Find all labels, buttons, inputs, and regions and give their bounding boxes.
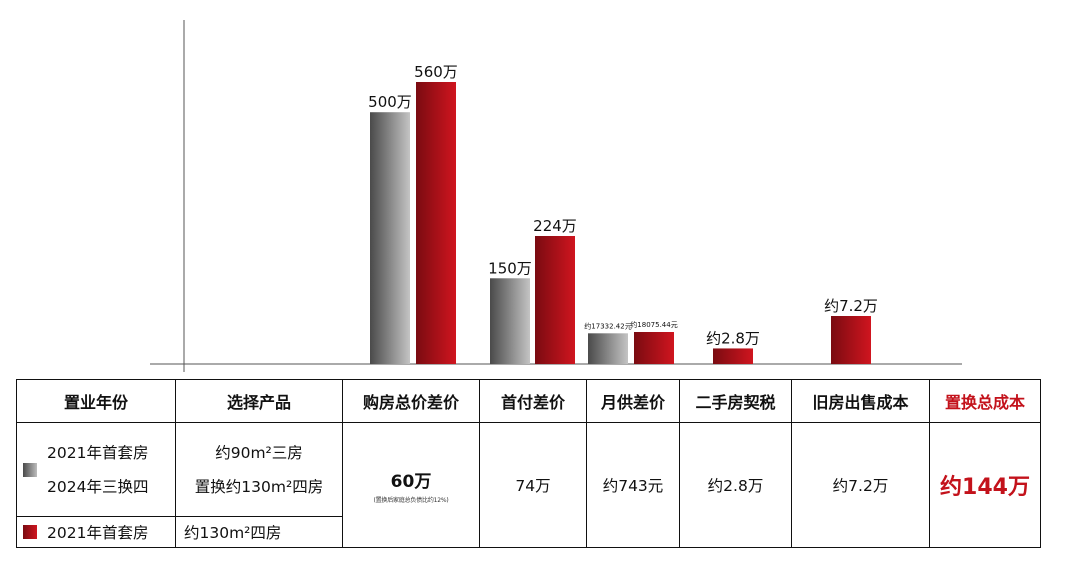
bar-gray-0 (370, 112, 410, 364)
header-year: 置业年份 (16, 379, 176, 423)
year-line-1: 2021年首套房 (47, 443, 149, 462)
price-diff-value: 60万 (390, 471, 432, 492)
table-row-red: 2021年首套房 约130m²四房 (16, 516, 1041, 548)
year-red: 2021年首套房 (47, 524, 149, 542)
year-cell-red: 2021年首套房 (16, 516, 176, 548)
bar-label-gray-1: 150万 (488, 259, 532, 277)
header-deed-tax: 二手房契税 (679, 379, 792, 423)
bar-label-red-0: 560万 (414, 63, 458, 81)
product-line-2: 置换约130m²四房 (194, 477, 324, 496)
bar-gray-2 (588, 333, 628, 364)
bar-red-1 (535, 236, 575, 364)
sale-cost-cell: 约7.2万 (791, 422, 930, 548)
header-down-payment: 首付差价 (479, 379, 587, 423)
bar-label-red-4: 约7.2万 (824, 297, 878, 315)
header-monthly: 月供差价 (586, 379, 680, 423)
bar-red-4 (831, 316, 871, 364)
year-cell-gray: 2021年首套房 2024年三换四 (16, 422, 176, 517)
comparison-table-wrapper: 置业年份 选择产品 购房总价差价 首付差价 月供差价 二手房契税 旧房出售成本 … (16, 379, 1041, 548)
down-payment-diff-cell: 74万 (479, 422, 587, 548)
header-product: 选择产品 (175, 379, 343, 423)
header-total: 置换总成本 (929, 379, 1041, 423)
product-line-1: 约90m²三房 (215, 443, 303, 462)
bar-red-2 (634, 332, 674, 364)
year-line-2: 2024年三换四 (47, 477, 149, 496)
price-diff-cell: 60万 (置换后家庭总负债比约12%) (342, 422, 480, 548)
bar-label-red-1: 224万 (533, 217, 577, 235)
price-diff-note: (置换后家庭总负债比约12%) (373, 496, 449, 504)
total-cost-cell: 约144万 (929, 422, 1041, 548)
gray-swatch-icon (23, 462, 37, 477)
comparison-table: 置业年份 选择产品 购房总价差价 首付差价 月供差价 二手房契税 旧房出售成本 … (16, 379, 1041, 548)
bar-gray-1 (490, 278, 530, 364)
header-price-diff: 购房总价差价 (342, 379, 480, 423)
bar-label-red-2: 约18075.44元 (630, 320, 677, 329)
deed-tax-cell: 约2.8万 (679, 422, 792, 548)
red-swatch-icon (23, 525, 37, 539)
monthly-diff-cell: 约743元 (586, 422, 680, 548)
bar-red-3 (713, 348, 753, 364)
bar-label-red-3: 约2.8万 (706, 329, 760, 347)
bar-red-0 (416, 82, 456, 364)
product-cell-gray: 约90m²三房 置换约130m²四房 (175, 422, 343, 517)
bar-label-gray-2: 约17332.42元 (584, 321, 631, 330)
table-header-row: 置业年份 选择产品 购房总价差价 首付差价 月供差价 二手房契税 旧房出售成本 … (16, 379, 1041, 423)
product-cell-red: 约130m²四房 (175, 516, 343, 548)
table-row-gray: 2021年首套房 2024年三换四 约90m²三房 置换约130m²四房 60万… (16, 422, 1041, 548)
bar-label-gray-0: 500万 (368, 93, 412, 111)
header-sale-cost: 旧房出售成本 (791, 379, 930, 423)
